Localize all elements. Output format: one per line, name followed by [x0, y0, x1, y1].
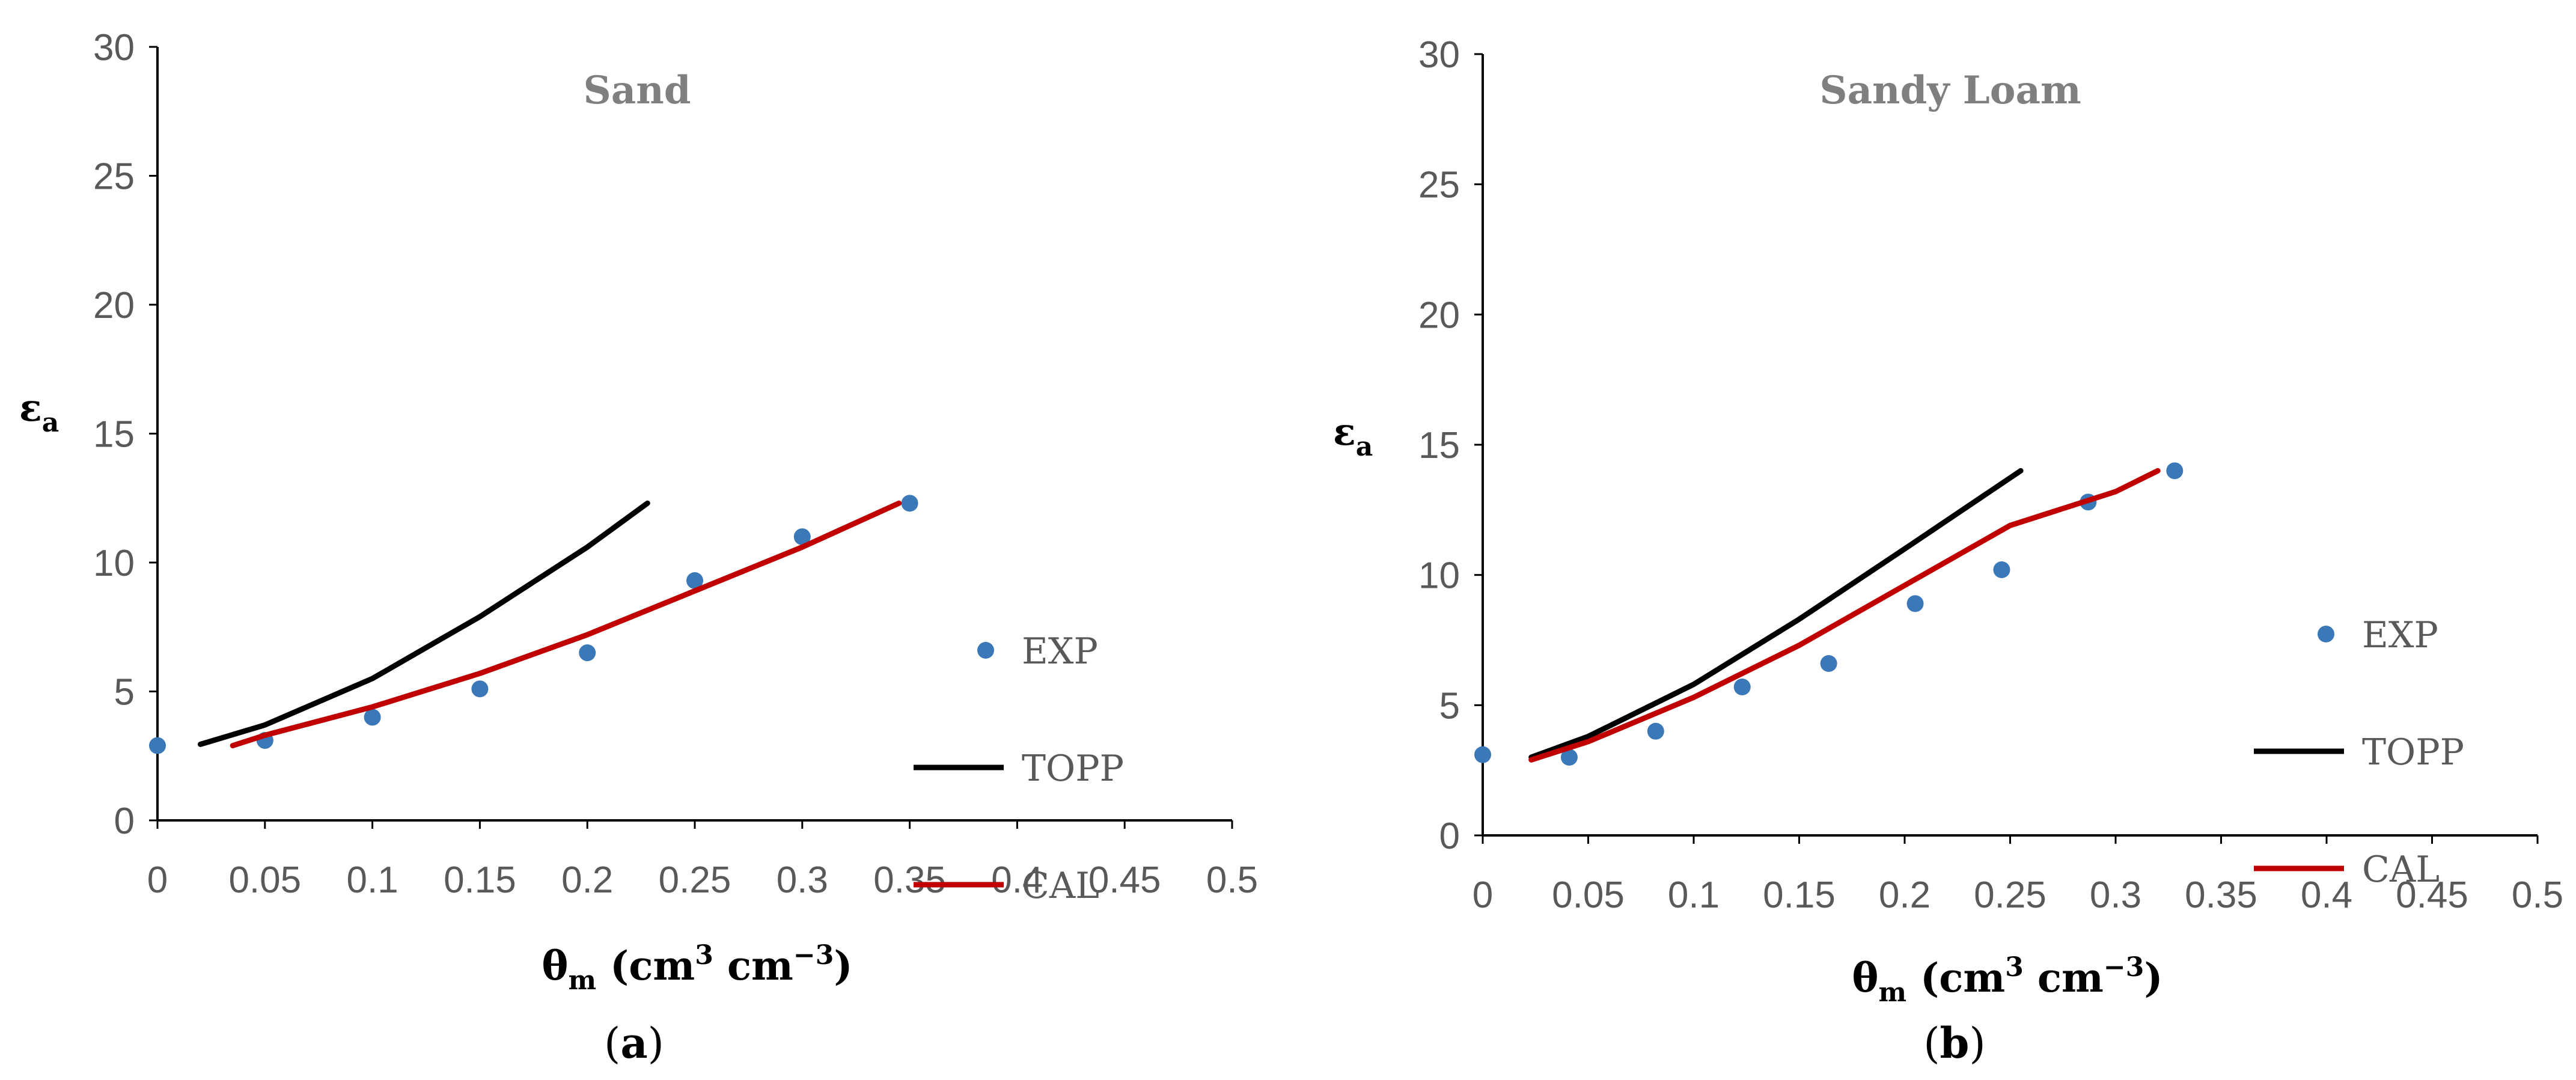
- legend: EXP TOPP CAL: [914, 630, 1124, 907]
- x-tick-label: 0.15: [444, 859, 516, 901]
- y-tick-label: 0: [114, 801, 135, 842]
- legend-label-cal: CAL: [2362, 849, 2440, 891]
- x-tick-label: 0.15: [1763, 874, 1836, 916]
- x-tick-label: 0.45: [1088, 859, 1161, 901]
- data-point-exp: [901, 495, 918, 512]
- x-axis-unit-close: ): [834, 942, 852, 989]
- data-point-exp: [686, 572, 703, 590]
- x-tick-label: 0.05: [1552, 874, 1625, 916]
- data-point-exp: [793, 528, 811, 546]
- legend-label-topp: TOPP: [1022, 748, 1124, 790]
- y-tick-label: 10: [1418, 555, 1460, 597]
- y-tick-label: 5: [1439, 685, 1460, 727]
- legend: EXP TOPP CAL: [2254, 614, 2464, 891]
- series-line-cal: [230, 500, 902, 749]
- legend-label-cal: CAL: [1022, 865, 1099, 907]
- x-axis-sup2: −3: [2104, 952, 2144, 983]
- y-tick-label: 15: [1418, 425, 1460, 466]
- y-axis-subscript: a: [1356, 432, 1373, 462]
- x-tick-label: 0.4: [2301, 874, 2352, 916]
- x-axis-sup1: 3: [2005, 952, 2024, 983]
- y-tick-label: 15: [93, 414, 135, 456]
- data-point-exp: [1647, 722, 1664, 740]
- y-tick-label: 5: [114, 672, 135, 713]
- y-axis-symbol: ε: [19, 386, 42, 430]
- x-tick-label: 0.2: [561, 859, 613, 901]
- data-point-exp: [149, 737, 166, 754]
- y-axis-label: εa: [19, 386, 59, 438]
- x-axis-symbol: θ: [1852, 954, 1878, 1001]
- panel-letter: a: [620, 1018, 647, 1068]
- data-point-exp: [1474, 746, 1491, 763]
- data-point-exp: [364, 709, 381, 726]
- chart-panel-sandy-loam: Sandy Loam 0 5 10 15 20 25 30 0 0.05 0.1 0.15 0.2 0.…: [1333, 34, 2563, 1068]
- y-tick-label: 25: [93, 156, 135, 198]
- data-point-exp: [1906, 595, 1924, 612]
- plot-area: 0 5 10 15 20 25 30 0 0.05 0.1 0.15 0.2 0.25 0.3 0.35 0.…: [93, 27, 1258, 901]
- x-tick-label: 0.25: [659, 859, 731, 901]
- plot-area: 0 5 10 15 20 25 30 0 0.05 0.1 0.15 0.2 0.25 0.3 0.35 0.…: [1418, 34, 2563, 916]
- x-tick-label: 0.3: [2090, 874, 2141, 916]
- x-axis-sup2: −3: [793, 940, 834, 971]
- x-tick-label: 0.3: [777, 859, 828, 901]
- y-tick-label: 30: [93, 27, 135, 69]
- x-axis-symbol: θ: [542, 942, 568, 989]
- panel-letter: b: [1940, 1018, 1970, 1068]
- chart-title: Sandy Loam: [1819, 68, 2081, 113]
- x-axis-unit-mid: cm: [2024, 954, 2104, 1001]
- y-axis-subscript: a: [42, 407, 60, 438]
- legend-swatch-exp: [2318, 626, 2334, 642]
- x-axis-label: θm (cm3 cm−3): [1852, 952, 2162, 1008]
- y-tick-label: 25: [1418, 165, 1460, 206]
- panel-label-b: (b): [1923, 1018, 1986, 1068]
- x-tick-label: 0.5: [1206, 859, 1258, 901]
- data-point-exp: [1820, 655, 1837, 672]
- x-tick-label: 0.25: [1974, 874, 2046, 916]
- y-tick-label: 0: [1439, 816, 1460, 857]
- x-axis-unit-open: (cm: [1906, 954, 2005, 1001]
- series-line-cal: [1528, 468, 2161, 763]
- data-point-exp: [1560, 749, 1578, 766]
- x-axis-label: θm (cm3 cm−3): [542, 940, 852, 996]
- x-tick-label: 0.35: [2185, 874, 2257, 916]
- x-axis-subscript: m: [568, 965, 596, 996]
- y-tick-label: 30: [1418, 34, 1460, 76]
- x-tick-label: 0: [147, 859, 168, 901]
- y-tick-label: 20: [93, 285, 135, 326]
- y-axis-label: εa: [1333, 410, 1373, 462]
- data-point-exp: [579, 644, 596, 662]
- x-axis-subscript: m: [1878, 977, 1906, 1008]
- data-point-exp: [1733, 679, 1751, 695]
- x-tick-label: 0.45: [2396, 874, 2468, 916]
- legend-label-exp: EXP: [1022, 630, 1098, 673]
- x-tick-label: 0.4: [991, 859, 1043, 901]
- x-tick-label: 0.5: [2512, 874, 2563, 916]
- y-tick-label: 20: [1418, 294, 1460, 336]
- x-axis-unit-mid: cm: [713, 942, 793, 989]
- x-tick-label: 0.1: [1668, 874, 1720, 916]
- y-axis-symbol: ε: [1333, 410, 1356, 454]
- x-axis-unit-close: ): [2144, 954, 2162, 1001]
- chart-title: Sand: [584, 68, 691, 113]
- panel-label-a: (a): [604, 1018, 664, 1068]
- data-point-exp: [2166, 462, 2184, 480]
- legend-label-exp: EXP: [2362, 614, 2438, 656]
- series-line-topp: [198, 500, 650, 747]
- data-point-exp: [1993, 561, 2010, 578]
- x-tick-label: 0.2: [1879, 874, 1930, 916]
- y-tick-label: 10: [93, 543, 135, 584]
- legend-label-topp: TOPP: [2362, 731, 2464, 773]
- x-tick-label: 0.05: [228, 859, 301, 901]
- x-tick-label: 0.1: [346, 859, 398, 901]
- x-tick-label: 0.35: [873, 859, 946, 901]
- legend-swatch-exp: [977, 642, 994, 659]
- series-line-topp: [1528, 468, 2024, 760]
- x-axis-unit-open: (cm: [596, 942, 695, 989]
- data-point-exp: [471, 680, 489, 698]
- x-axis-sup1: 3: [695, 940, 713, 971]
- x-tick-label: 0: [1473, 874, 1493, 916]
